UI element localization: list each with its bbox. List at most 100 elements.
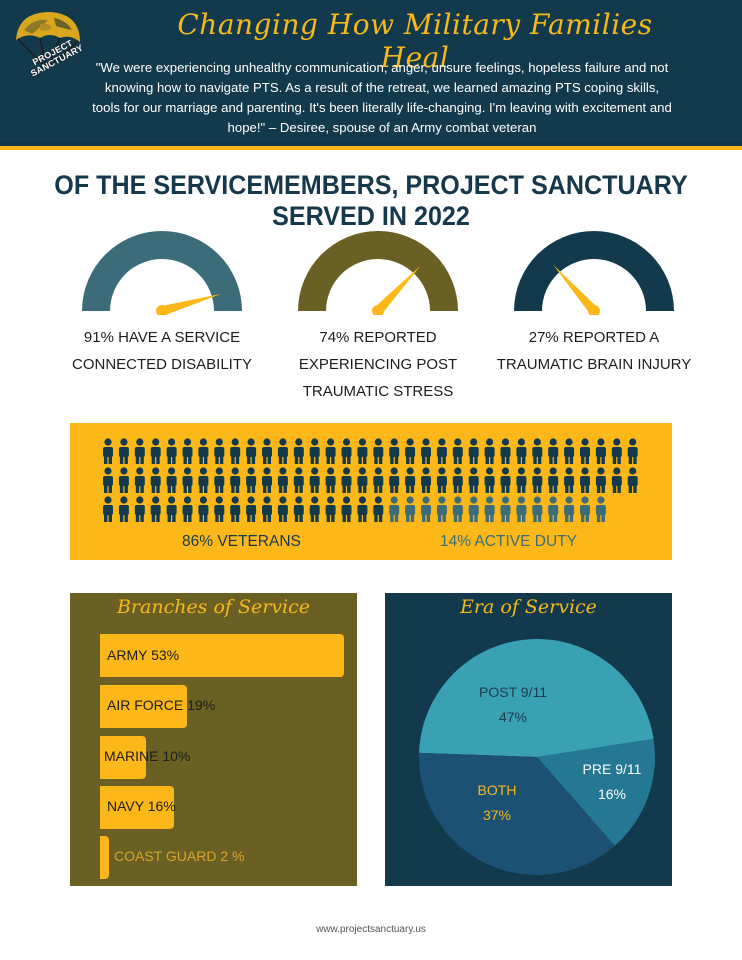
person-icon [166, 438, 177, 464]
person-icon [118, 467, 129, 493]
person-icon [134, 438, 145, 464]
pie-label-post-9-11: POST 9/11 47% [468, 680, 558, 730]
person-icon [548, 467, 559, 493]
person-icon [309, 496, 320, 522]
person-icon [548, 496, 559, 522]
gauge-label-line: 27% REPORTED A [528, 329, 660, 346]
era-pie-chart [419, 639, 655, 875]
person-icon [500, 496, 511, 522]
pie-label-line: PRE 9/11 [582, 761, 642, 777]
person-icon [309, 438, 320, 464]
person-icon [468, 438, 479, 464]
people-grid [103, 438, 638, 522]
header-title: Changing How Military Families Heal [177, 8, 653, 74]
person-icon [564, 467, 575, 493]
branch-bar [100, 634, 344, 677]
person-icon [293, 496, 304, 522]
veterans-label: 86% VETERANS [182, 533, 301, 550]
person-icon [293, 438, 304, 464]
pie-label-line: POST 9/11 [479, 684, 547, 700]
pts-gauge-label: 74% REPORTED EXPERIENCING POST TRAUMATIC… [278, 324, 478, 405]
person-icon [198, 438, 209, 464]
person-icon [150, 467, 161, 493]
person-icon [564, 438, 575, 464]
person-icon [500, 467, 511, 493]
person-icon [595, 496, 606, 522]
footer-url: www.projectsanctuary.us [316, 924, 426, 935]
person-icon [246, 496, 257, 522]
person-icon [484, 467, 495, 493]
person-icon [277, 467, 288, 493]
branch-label-army: ARMY 53% [107, 647, 180, 663]
person-icon [500, 438, 511, 464]
gauge-needle-hub [372, 305, 384, 315]
person-icon [325, 467, 336, 493]
branch-label-air-force: AIR FORCE 19% [107, 697, 216, 713]
person-icon [198, 467, 209, 493]
branch-bar [100, 836, 110, 879]
pie-label-pre-9-11: PRE 9/11 16% [572, 757, 652, 807]
branch-label-marine: MARINE 10% [104, 748, 191, 764]
branches-title: Branches of Service [116, 596, 311, 618]
section-title: OF THE SERVICEMEMBERS, PROJECT SANCTUARY… [54, 170, 688, 231]
person-icon [484, 496, 495, 522]
active-duty-label: 14% ACTIVE DUTY [440, 533, 577, 550]
gauge-needle [160, 293, 222, 315]
branch-bar [100, 736, 147, 779]
gauge-label-line: 74% REPORTED [319, 329, 437, 346]
person-icon [405, 438, 416, 464]
person-icon [532, 496, 543, 522]
person-icon [309, 467, 320, 493]
person-icon [214, 496, 225, 522]
person-icon [532, 438, 543, 464]
person-icon [580, 467, 590, 493]
gauge-needle-hub [588, 305, 600, 315]
person-icon [214, 467, 225, 493]
pie-label-line: BOTH [477, 782, 517, 798]
person-icon [373, 467, 384, 493]
person-icon [341, 438, 352, 464]
person-icon [564, 496, 575, 522]
person-icon [373, 496, 384, 522]
person-icon [325, 496, 336, 522]
person-icon [230, 496, 241, 522]
gauge-needle [374, 265, 421, 315]
gauge-arc [514, 231, 674, 311]
disability-gauge [82, 231, 242, 315]
person-icon [166, 467, 177, 493]
gauge-arc [82, 231, 242, 311]
person-icon [262, 496, 272, 522]
era-title: Era of Service [460, 596, 597, 618]
gauge-label-line: EXPERIENCING POST [298, 356, 458, 373]
person-icon [611, 438, 622, 464]
person-icon [325, 438, 336, 464]
person-icon [595, 438, 606, 464]
gauge-arc [298, 231, 458, 311]
person-icon [182, 467, 193, 493]
person-icon [293, 467, 304, 493]
person-icon [103, 496, 113, 522]
header-banner [0, 0, 742, 142]
person-icon [134, 467, 145, 493]
gauge-label-line: CONNECTED DISABILITY [71, 356, 253, 373]
person-icon [103, 438, 113, 464]
gauge-needle-hub [156, 305, 168, 315]
person-icon [150, 438, 161, 464]
person-icon [484, 438, 495, 464]
person-icon [421, 438, 431, 464]
pie-label-value: 47% [498, 709, 528, 725]
person-icon [548, 438, 559, 464]
person-icon [421, 467, 431, 493]
gauge-label-line: TRAUMATIC BRAIN INJURY [496, 356, 692, 373]
person-icon [452, 438, 463, 464]
person-icon [389, 496, 400, 522]
person-icon [182, 438, 193, 464]
person-icon [134, 496, 145, 522]
person-icon [611, 467, 622, 493]
gauge-label-line: 91% HAVE A SERVICE [83, 329, 241, 346]
person-icon [150, 496, 161, 522]
pie-label-both: BOTH 37% [462, 778, 532, 828]
person-icon [436, 438, 447, 464]
person-icon [262, 467, 272, 493]
pie-label-value: 37% [482, 807, 512, 823]
